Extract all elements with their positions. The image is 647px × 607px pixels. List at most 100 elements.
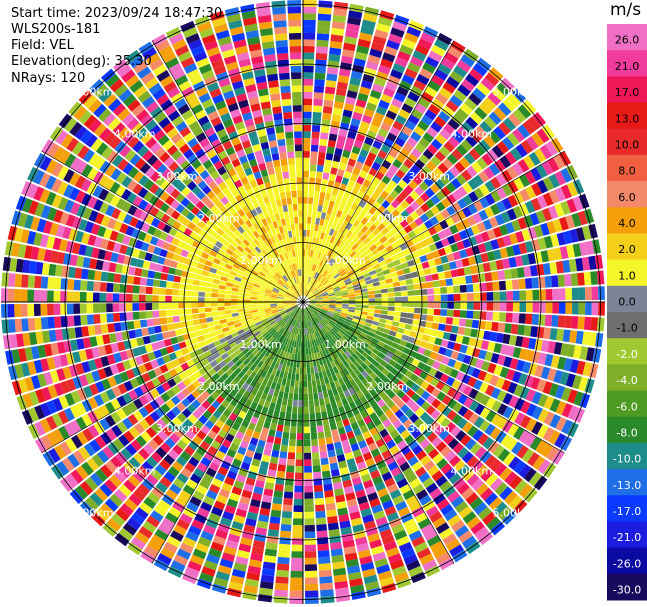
range-gate [106, 217, 117, 230]
range-gate [346, 258, 354, 265]
range-gate [435, 475, 448, 487]
range-gate [234, 416, 244, 425]
range-gate [304, 289, 306, 296]
range-gate [365, 61, 379, 71]
range-gate [95, 507, 110, 522]
range-gate [123, 340, 132, 350]
range-gate [281, 276, 287, 283]
range-gate [340, 260, 347, 267]
range-gate [95, 381, 106, 393]
range-gate [361, 295, 369, 299]
range-gate [283, 304, 291, 308]
range-gate [143, 191, 154, 202]
range-gate [113, 470, 127, 484]
range-gate [228, 274, 236, 280]
range-gate [389, 429, 400, 440]
range-gate [388, 164, 399, 174]
range-gate [320, 310, 327, 314]
range-gate [519, 386, 530, 400]
range-gate [365, 173, 375, 183]
range-gate [157, 374, 167, 385]
range-gate [457, 186, 468, 198]
range-gate [307, 292, 313, 298]
range-gate [265, 273, 273, 279]
range-gate [392, 120, 404, 131]
range-gate [410, 164, 421, 175]
range-gate [406, 169, 417, 180]
range-gate [314, 291, 320, 296]
range-gate [345, 381, 353, 390]
range-gate [14, 273, 23, 288]
range-gate [238, 311, 246, 316]
range-gate [159, 317, 167, 325]
range-gate [351, 392, 359, 402]
range-gate [195, 249, 204, 257]
range-gate [98, 108, 112, 122]
range-gate [367, 290, 375, 295]
range-gate [287, 332, 292, 339]
range-gate [129, 338, 139, 348]
range-gate [126, 275, 135, 285]
range-gate [500, 77, 516, 92]
range-gate [365, 279, 373, 285]
range-gate [313, 484, 323, 493]
range-gate [287, 399, 293, 407]
range-gate [399, 80, 412, 91]
range-gate [230, 298, 238, 302]
range-gate [211, 307, 219, 312]
range-gate [171, 289, 179, 296]
range-gate [104, 164, 117, 177]
range-gate [294, 353, 298, 361]
range-gate [308, 305, 315, 310]
range-gate [165, 512, 179, 524]
range-gate [257, 302, 264, 305]
range-gate [437, 162, 449, 174]
range-gate [261, 406, 269, 415]
range-gate [559, 371, 570, 386]
range-gate [303, 26, 316, 34]
range-gate [379, 235, 388, 244]
range-gate [127, 166, 139, 179]
range-gate [517, 124, 531, 139]
range-gate [315, 304, 323, 306]
range-gate [484, 423, 496, 436]
range-gate [324, 86, 336, 95]
range-gate [379, 528, 393, 539]
range-gate [231, 331, 239, 338]
range-gate [290, 304, 297, 307]
range-gate [209, 347, 218, 355]
range-gate [515, 335, 524, 347]
range-gate [378, 413, 388, 423]
range-gate [277, 305, 284, 308]
range-gate [284, 365, 290, 373]
range-gate [496, 354, 506, 366]
range-gate [394, 291, 402, 297]
range-gate [485, 282, 494, 292]
range-gate [2, 334, 12, 350]
range-gate [359, 170, 368, 179]
range-gate [215, 328, 224, 335]
range-gate [144, 391, 155, 403]
range-gate [53, 316, 62, 329]
range-gate [308, 305, 314, 311]
range-gate [322, 106, 333, 114]
range-gate [63, 199, 75, 213]
range-gate [549, 261, 558, 275]
range-gate [357, 38, 371, 48]
range-gate [117, 158, 129, 171]
range-gate [345, 96, 356, 106]
range-gate [131, 248, 141, 258]
range-gate [264, 350, 271, 358]
range-gate [192, 548, 207, 560]
range-gate [531, 132, 545, 147]
range-gate [331, 428, 339, 437]
range-gate [238, 362, 246, 371]
range-gate [215, 450, 226, 460]
range-gate [185, 201, 195, 212]
range-gate [150, 217, 161, 228]
range-gate [168, 330, 177, 338]
range-gate [315, 237, 320, 245]
range-gate [334, 289, 341, 294]
range-gate [264, 364, 271, 373]
range-gate [480, 487, 494, 501]
